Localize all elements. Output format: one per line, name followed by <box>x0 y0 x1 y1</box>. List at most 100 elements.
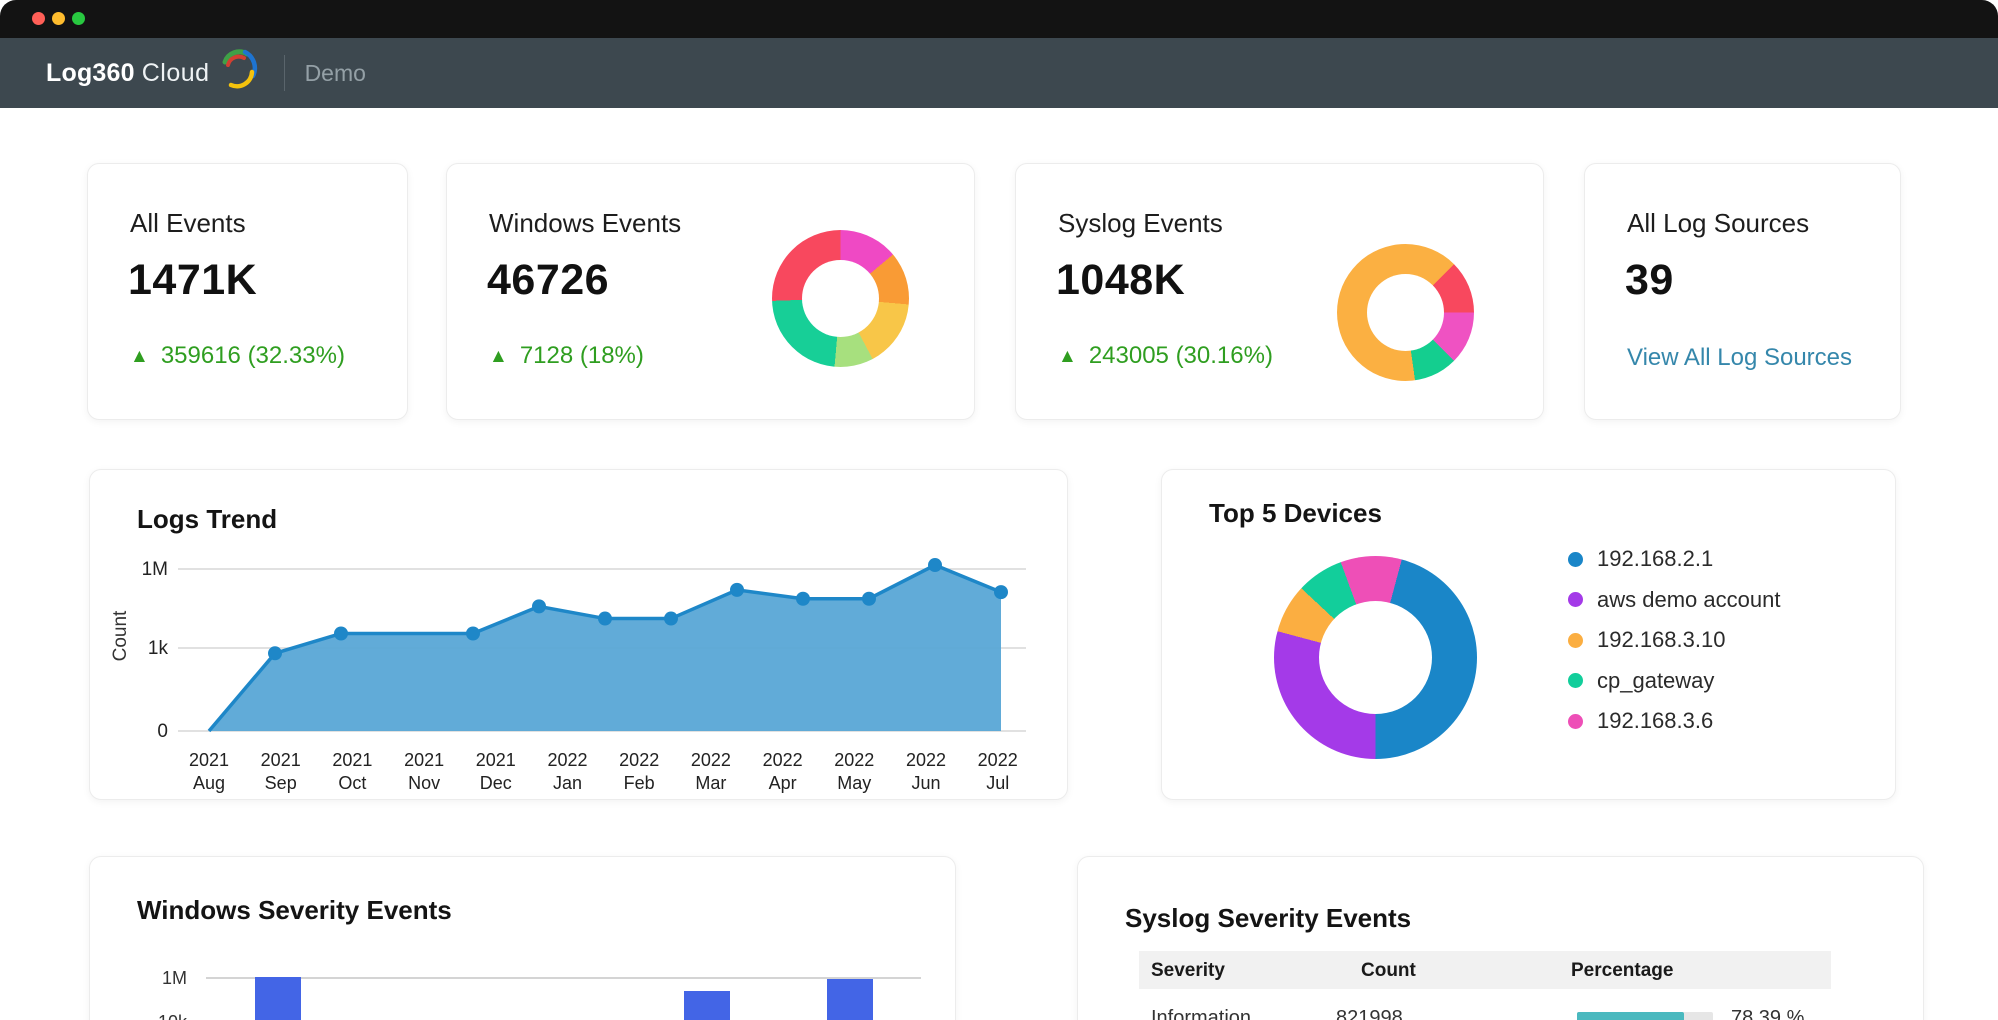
x-axis-tick: 2021 Sep <box>261 750 301 793</box>
legend-dot-icon <box>1568 713 1583 729</box>
severity-bar[interactable] <box>826 979 873 1020</box>
severity-cell: Information <box>1151 1007 1252 1020</box>
top-devices-title: Top 5 Devices <box>1209 498 1382 528</box>
data-point[interactable] <box>664 611 678 626</box>
severity-bar[interactable] <box>683 991 730 1020</box>
x-axis-tick: 2022 Jan <box>547 750 587 793</box>
header-divider <box>283 55 285 91</box>
data-point[interactable] <box>796 591 810 606</box>
all-log-sources-value: 39 <box>1625 256 1674 304</box>
y-axis-tick: 1k <box>148 638 169 659</box>
all-events-change: ▲ 359616 (32.33%) <box>130 342 345 370</box>
x-axis-tick: 2022 Mar <box>691 750 731 793</box>
x-axis-tick: 2021 Oct <box>332 750 372 793</box>
donut-hole <box>1319 601 1432 714</box>
legend-label: 192.168.2.1 <box>1597 546 1714 571</box>
brand-name: Log360 <box>46 58 135 87</box>
all-log-sources-card[interactable]: All Log Sources 39 View All Log Sources <box>1584 163 1901 420</box>
trend-up-icon: ▲ <box>1058 345 1077 367</box>
change-text: 7128 (18%) <box>519 342 644 369</box>
legend-item[interactable]: 192.168.3.6 <box>1568 708 1713 734</box>
environment-label: Demo <box>304 59 366 86</box>
x-axis-tick: 2022 Jun <box>906 750 946 793</box>
card-title: All Log Sources <box>1627 208 1810 238</box>
all-events-card[interactable]: All Events 1471K ▲ 359616 (32.33%) <box>87 163 408 420</box>
data-point[interactable] <box>268 646 282 661</box>
top-devices-donut-chart[interactable] <box>1274 556 1477 759</box>
log360-cloud-logo[interactable]: Log360 Cloud <box>46 48 260 96</box>
legend-dot-icon <box>1568 632 1583 648</box>
data-point[interactable] <box>334 626 348 641</box>
severity-bar[interactable] <box>254 977 301 1020</box>
legend-label: cp_gateway <box>1597 667 1715 693</box>
windows-events-donut-chart[interactable] <box>772 230 909 367</box>
windows-severity-title: Windows Severity Events <box>137 895 452 925</box>
y-axis-label: Count <box>110 610 131 661</box>
windows-severity-card[interactable]: Windows Severity Events 1M 10k <box>89 856 956 1020</box>
windows-events-change: ▲ 7128 (18%) <box>489 342 644 370</box>
data-point[interactable] <box>994 585 1008 600</box>
view-all-log-sources-link[interactable]: View All Log Sources <box>1627 344 1853 371</box>
x-axis-tick: 2021 Aug <box>189 750 229 793</box>
close-window-icon[interactable] <box>32 12 45 25</box>
donut-hole <box>1367 274 1444 351</box>
syslog-events-change: ▲ 243005 (30.16%) <box>1058 342 1273 370</box>
legend-label: aws demo account <box>1597 586 1781 612</box>
minimize-window-icon[interactable] <box>52 12 65 25</box>
logs-trend-card[interactable]: Logs Trend 1M 1k 0 Count 2021 Aug 2021 Sep 2021 O… <box>89 469 1068 800</box>
data-point[interactable] <box>730 582 744 597</box>
syslog-severity-title: Syslog Severity Events <box>1125 903 1412 933</box>
log360-swirl-icon <box>214 45 260 96</box>
trend-up-icon: ▲ <box>489 345 508 367</box>
data-point[interactable] <box>466 626 480 641</box>
count-cell: 821998 <box>1336 1007 1403 1020</box>
table-column-header[interactable]: Severity <box>1151 960 1225 981</box>
card-title: Windows Events <box>489 208 682 238</box>
window-titlebar <box>0 0 1998 38</box>
brand-suffix: Cloud <box>141 58 210 87</box>
syslog-events-donut-chart[interactable] <box>1337 244 1474 381</box>
legend-item[interactable]: cp_gateway <box>1568 668 1714 694</box>
logs-trend-title: Logs Trend <box>137 504 278 534</box>
change-text: 359616 (32.33%) <box>160 342 345 369</box>
syslog-severity-card[interactable]: Syslog Severity Events Severity Count Perc… <box>1077 856 1924 1020</box>
percentage-bar-fill <box>1577 1012 1684 1020</box>
syslog-events-value: 1048K <box>1056 256 1186 304</box>
table-column-header[interactable]: Percentage <box>1571 960 1674 981</box>
legend-item[interactable]: 192.168.3.10 <box>1568 627 1725 653</box>
change-text: 243005 (30.16%) <box>1088 342 1273 369</box>
legend-dot-icon <box>1568 551 1583 567</box>
data-point[interactable] <box>862 591 876 606</box>
data-point[interactable] <box>598 611 612 626</box>
legend-dot-icon <box>1568 673 1583 688</box>
trend-up-icon: ▲ <box>130 345 149 367</box>
logs-trend-area-chart[interactable]: 1M 1k 0 Count 2021 Aug 2021 Sep 2021 Oct 2021 Nov 20… <box>90 470 1069 801</box>
percentage-cell: 78.39 % <box>1731 1007 1805 1020</box>
card-title: All Events <box>130 208 246 238</box>
gridline-1m <box>206 977 921 979</box>
data-point[interactable] <box>532 599 546 614</box>
windows-events-card[interactable]: Windows Events 46726 ▲ 7128 (18%) <box>446 163 975 420</box>
top-devices-card[interactable]: Top 5 Devices 192.168.2.1 aws demo accoun… <box>1161 469 1896 800</box>
x-axis-tick: 2021 Nov <box>404 750 444 793</box>
y-tick-10k: 10k <box>127 1012 187 1020</box>
legend-dot-icon <box>1568 592 1583 607</box>
x-axis-tick: 2022 Apr <box>763 750 803 793</box>
x-axis-tick: 2022 Jul <box>978 750 1018 793</box>
card-title: Syslog Events <box>1058 208 1223 238</box>
x-axis-tick: 2022 May <box>834 750 874 793</box>
data-point[interactable] <box>928 558 942 573</box>
maximize-window-icon[interactable] <box>72 12 85 25</box>
percentage-bar-track <box>1577 1012 1713 1020</box>
table-column-header[interactable]: Count <box>1361 960 1416 981</box>
syslog-events-card[interactable]: Syslog Events 1048K ▲ 243005 (30.16%) <box>1015 163 1544 420</box>
app-header: Log360 Cloud Demo <box>0 38 1998 108</box>
y-axis-tick: 0 <box>157 721 168 742</box>
x-axis-tick: 2022 Feb <box>619 750 659 793</box>
legend-label: 192.168.3.6 <box>1597 708 1714 733</box>
legend-item[interactable]: aws demo account <box>1568 587 1780 613</box>
legend-item[interactable]: 192.168.2.1 <box>1568 546 1713 572</box>
donut-hole <box>802 260 879 337</box>
windows-events-value: 46726 <box>487 256 610 304</box>
